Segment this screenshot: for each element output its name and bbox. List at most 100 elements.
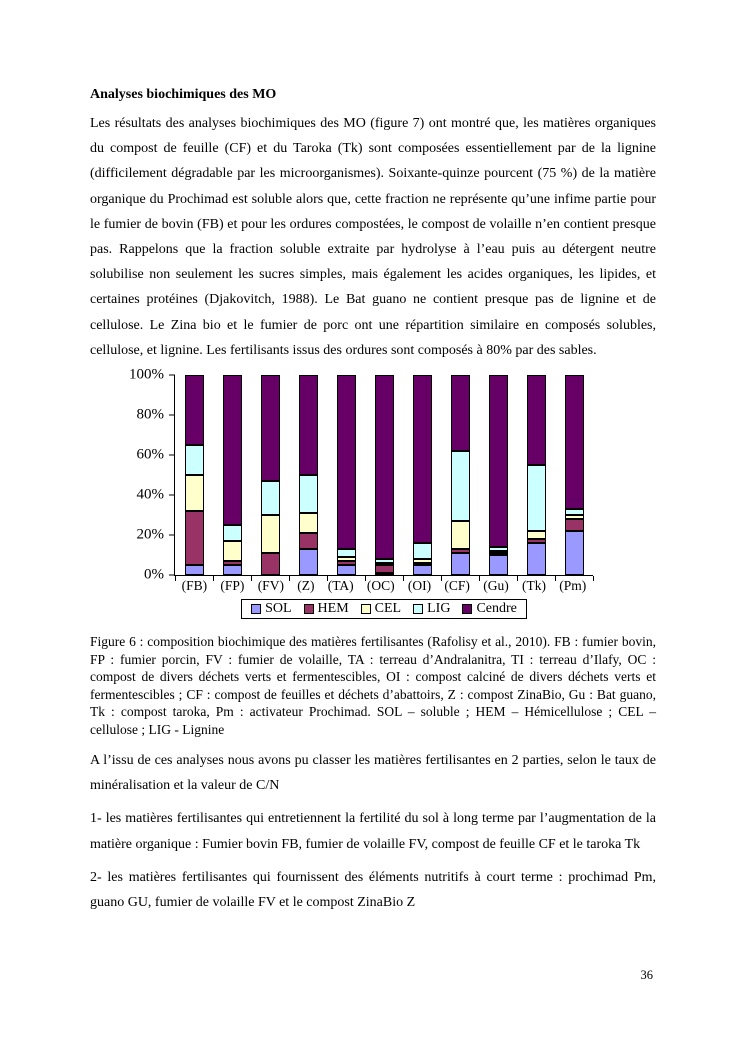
x-axis-tick (555, 576, 556, 582)
bar-segment-cendre (374, 375, 394, 560)
x-axis-label: (FV) (257, 578, 284, 594)
bar-segment-lig (184, 445, 204, 476)
legend-label: SOL (265, 601, 292, 617)
x-axis-tick (593, 576, 594, 582)
paragraph-group-1: 1- les matières fertilisantes qui entret… (90, 811, 656, 852)
bar-segment-hem (450, 549, 470, 554)
chart-y-axis: 0% 20% 40% 60% 80% 100% (112, 367, 174, 583)
y-axis-tick (169, 414, 175, 416)
x-axis-tick (251, 576, 252, 582)
x-axis-tick (213, 576, 214, 582)
x-axis-tick (327, 576, 328, 582)
bar-segment-hem (222, 561, 242, 566)
bar-segment-hem (298, 533, 318, 550)
bar-segment-lig (526, 465, 546, 532)
chart-x-labels: (FB) (FP) (FV) (Z) (TA) (OC) (OI) (CF) (Gu) (Tk) (… (175, 578, 593, 594)
x-axis-label: (Tk) (521, 578, 546, 594)
bar-segment-cel (336, 557, 356, 562)
bar-segment-sol (336, 565, 356, 576)
x-axis-label: (FB) (181, 578, 208, 594)
bar-segment-cendre (564, 375, 584, 510)
x-axis-label: (OI) (407, 578, 432, 594)
bar-segment-cendre (222, 375, 242, 526)
y-axis-label: 60% (136, 446, 165, 463)
bar-segment-cel (450, 521, 470, 550)
legend-item-cendre: Cendre (462, 601, 517, 617)
bar-FV (260, 375, 280, 576)
bar-segment-cel (564, 515, 584, 520)
bar-CF (450, 375, 470, 576)
bar-segment-cendre (260, 375, 280, 482)
x-axis-tick (479, 576, 480, 582)
bar-segment-hem (184, 511, 204, 566)
bar-segment-cendre (450, 375, 470, 452)
bar-segment-cendre (526, 375, 546, 466)
bar-segment-sol (526, 543, 546, 576)
y-axis-label: 0% (144, 566, 164, 583)
legend-swatch-lig (413, 604, 424, 615)
bar-FP (222, 375, 242, 576)
y-axis-label: 80% (136, 406, 165, 423)
x-axis-label: (CF) (444, 578, 470, 594)
bar-segment-hem (336, 561, 356, 566)
bar-Tk (526, 375, 546, 576)
y-axis-label: 100% (129, 366, 164, 383)
bar-segment-hem (526, 539, 546, 544)
x-axis-tick (441, 576, 442, 582)
x-axis-tick (289, 576, 290, 582)
bar-segment-lig (336, 549, 356, 558)
legend-item-sol: SOL (251, 601, 292, 617)
x-axis-tick (403, 576, 404, 582)
x-axis-label: (OC) (366, 578, 395, 594)
bar-segment-cendre (412, 375, 432, 544)
bar-segment-sol (412, 565, 432, 576)
y-axis-tick (169, 574, 175, 576)
x-axis-tick (175, 576, 176, 582)
page-content: Analyses biochimiques des MO Les résulta… (90, 82, 656, 915)
paragraph-classification: A l’issu de ces analyses nous avons pu c… (90, 753, 656, 794)
y-axis-tick (169, 454, 175, 456)
page-number: 36 (640, 968, 654, 982)
bar-segment-lig (488, 547, 508, 552)
bar-segment-cendre (298, 375, 318, 476)
bar-segment-hem (488, 553, 508, 556)
chart-area: 0% 20% 40% 60% 80% 100% (112, 367, 656, 583)
bar-Z (298, 375, 318, 576)
legend-label: CEL (374, 601, 402, 617)
bar-Gu (488, 375, 508, 576)
legend-label: Cendre (476, 601, 517, 617)
bar-segment-cel (260, 515, 280, 554)
bar-segment-sol (564, 531, 584, 576)
bar-TA (336, 375, 356, 576)
legend-label: HEM (317, 601, 349, 617)
bar-OI (412, 375, 432, 576)
bar-segment-cendre (184, 375, 204, 446)
legend-swatch-sol (251, 604, 262, 615)
x-axis-label: (Pm) (559, 578, 587, 594)
legend-item-hem: HEM (303, 601, 349, 617)
bar-segment-cendre (488, 375, 508, 548)
x-axis-label: (Z) (297, 578, 315, 594)
bar-OC (374, 375, 394, 576)
bar-segment-cel (184, 475, 204, 512)
legend-swatch-hem (303, 604, 314, 615)
bar-segment-cel (222, 541, 242, 562)
legend-swatch-cel (360, 604, 371, 615)
bar-segment-sol (222, 565, 242, 576)
bar-segment-cel (488, 551, 508, 554)
bar-segment-sol (488, 555, 508, 576)
legend-item-cel: CEL (360, 601, 402, 617)
bar-segment-cel (374, 563, 394, 566)
bar-FB (184, 375, 204, 576)
bar-segment-hem (564, 519, 584, 532)
figure-caption: Figure 6 : composition biochimique des m… (90, 634, 656, 737)
bar-segment-lig (298, 475, 318, 514)
bar-segment-sol (450, 553, 470, 576)
legend-swatch-cendre (462, 604, 473, 615)
bar-segment-sol (298, 549, 318, 576)
chart-plot (169, 374, 594, 582)
legend-item-lig: LIG (413, 601, 450, 617)
bar-segment-lig (222, 525, 242, 542)
bar-segment-cel (298, 513, 318, 534)
